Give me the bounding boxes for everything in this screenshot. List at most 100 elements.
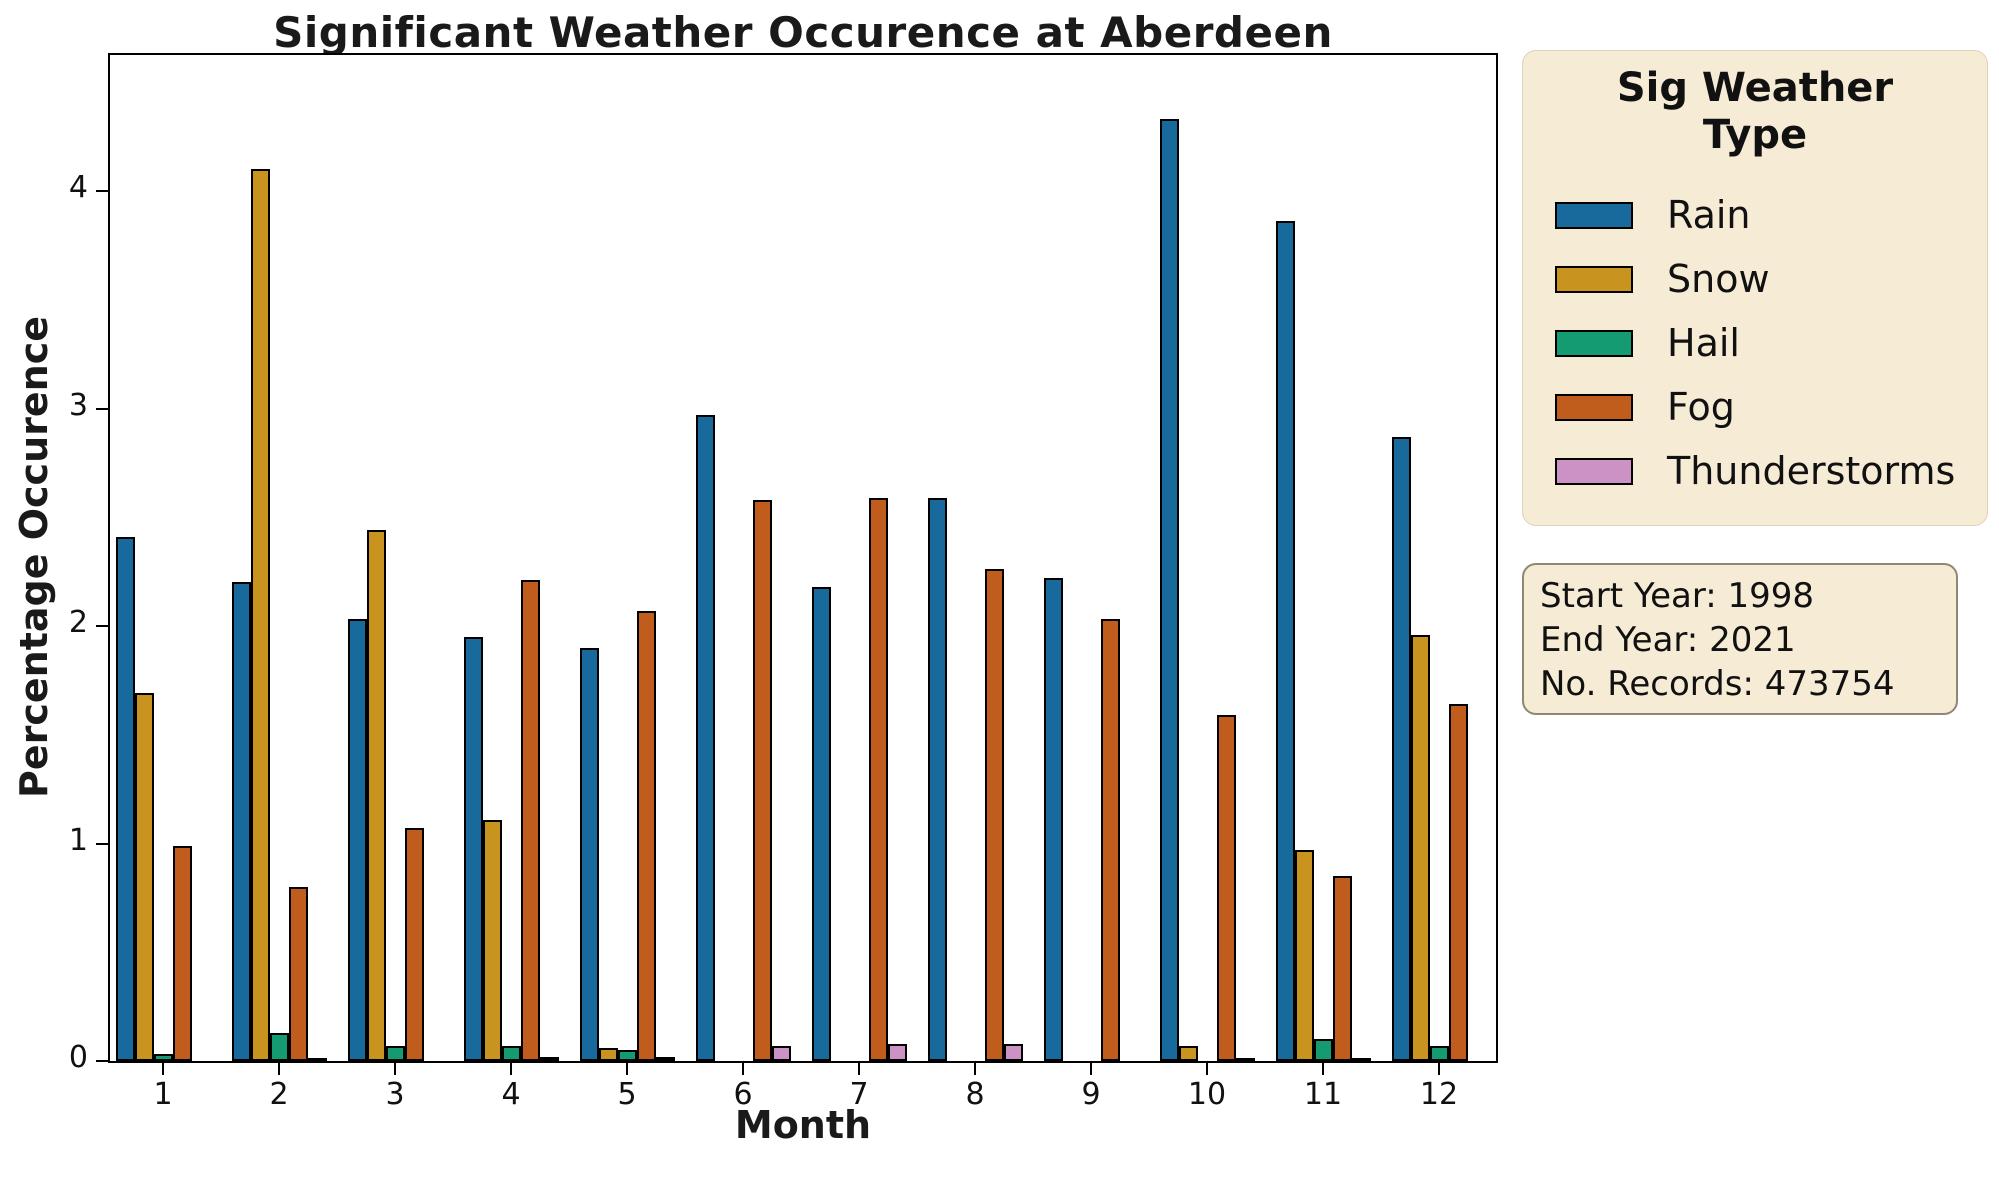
bar-rain-month-11 [1275,221,1295,1061]
bar-rain-month-1 [115,537,135,1061]
bar-fog-month-12 [1448,704,1468,1061]
y-tick-label-3: 3 [68,387,88,423]
x-tick-2 [278,1063,280,1075]
bar-thunderstorms-month-6 [771,1046,791,1061]
y-tick-4 [96,190,108,192]
y-axis-label: Percentage Occurence [12,316,56,798]
bar-fog-month-7 [868,498,888,1061]
legend-title-line2: Type [1702,112,1808,159]
bar-rain-month-9 [1043,578,1063,1061]
x-tick-label-3: 3 [385,1077,405,1112]
x-tick-12 [1438,1063,1440,1075]
legend-item-fog: Fog [1523,375,1987,439]
bar-rain-month-6 [695,415,715,1061]
bar-rain-month-2 [231,582,251,1061]
x-tick-label-11: 11 [1303,1077,1343,1112]
x-tick-label-10: 10 [1187,1077,1227,1112]
legend-title: Sig Weather Type [1523,65,1987,159]
bar-rain-month-10 [1159,119,1179,1061]
bar-hail-month-11 [1313,1039,1333,1061]
bar-rain-month-7 [811,587,831,1061]
x-tick-label-2: 2 [269,1077,289,1112]
legend-swatch-fog [1555,393,1633,421]
x-tick-5 [626,1063,628,1075]
x-tick-label-7: 7 [849,1077,869,1112]
bar-snow-month-4 [482,820,502,1061]
bar-rain-month-8 [927,498,947,1061]
info-line-2: No. Records: 473754 [1540,664,1895,705]
legend-swatch-snow [1555,265,1633,293]
legend-label-fog: Fog [1667,385,1735,430]
y-tick-label-4: 4 [68,170,88,205]
bar-rain-month-3 [347,619,367,1061]
info-line-0: Start Year: 1998 [1540,576,1815,616]
x-tick-label-9: 9 [1081,1077,1101,1112]
x-tick-label-12: 12 [1419,1077,1459,1112]
bar-hail-month-4 [501,1046,521,1061]
bar-hail-month-12 [1429,1046,1449,1061]
bar-fog-month-4 [520,580,540,1061]
info-line-1: End Year: 2021 [1540,620,1796,661]
legend-swatch-hail [1555,329,1633,357]
x-tick-10 [1206,1063,1208,1075]
x-tick-label-4: 4 [501,1077,521,1112]
legend-swatch-thunderstorms [1555,457,1633,485]
bar-fog-month-10 [1216,715,1236,1061]
bar-thunderstorms-month-5 [655,1057,675,1061]
chart-title: Significant Weather Occurence at Aberdee… [273,8,1333,57]
bar-snow-month-11 [1294,850,1314,1061]
x-tick-8 [974,1063,976,1075]
legend-label-rain: Rain [1667,193,1751,238]
bar-fog-month-1 [172,846,192,1061]
bar-snow-month-1 [134,693,154,1061]
bar-thunderstorms-month-2 [307,1058,327,1062]
legend-items: Rain Snow Hail Fog Thunderstorms [1523,183,1987,503]
bar-fog-month-2 [288,887,308,1061]
bar-rain-month-12 [1391,437,1411,1061]
x-axis-label: Month [734,1103,872,1147]
y-tick-label-1: 1 [68,822,88,858]
info-box: Start Year: 1998 End Year: 2021 No. Record… [1522,563,1958,715]
bar-thunderstorms-month-4 [539,1057,559,1061]
bar-rain-month-5 [579,648,599,1061]
bar-fog-month-9 [1100,619,1120,1061]
x-tick-7 [858,1063,860,1075]
legend-title-line1: Sig Weather [1616,65,1894,111]
legend-item-thunderstorms: Thunderstorms [1523,439,1987,503]
bar-snow-month-10 [1178,1046,1198,1061]
y-tick-label-0: 0 [68,1040,88,1075]
bar-fog-month-11 [1332,876,1352,1061]
x-tick-11 [1322,1063,1324,1075]
bar-hail-month-3 [385,1046,405,1061]
x-tick-3 [394,1063,396,1075]
bar-snow-month-5 [598,1048,618,1061]
x-tick-1 [162,1063,164,1075]
legend-label-snow: Snow [1667,257,1770,302]
y-tick-1 [96,842,108,845]
bar-thunderstorms-month-11 [1351,1058,1371,1062]
bar-snow-month-2 [250,169,270,1061]
y-tick-0 [96,1060,108,1062]
x-tick-4 [510,1063,512,1075]
legend-item-hail: Hail [1523,311,1987,375]
bar-snow-month-12 [1410,635,1430,1061]
bar-fog-month-3 [404,828,424,1061]
y-tick-label-2: 2 [68,605,88,640]
x-tick-6 [742,1063,744,1075]
legend-label-hail: Hail [1667,321,1740,366]
x-tick-label-1: 1 [153,1077,173,1112]
bar-rain-month-4 [463,637,483,1061]
legend-item-snow: Snow [1523,247,1987,311]
x-tick-label-5: 5 [617,1077,637,1112]
bar-hail-month-1 [153,1054,173,1061]
bar-snow-month-3 [366,530,386,1061]
bar-thunderstorms-month-10 [1235,1058,1255,1062]
y-tick-2 [96,625,108,627]
x-tick-label-6: 6 [733,1077,753,1112]
bar-fog-month-6 [752,500,772,1061]
x-tick-label-8: 8 [965,1077,985,1112]
legend-label-thunderstorms: Thunderstorms [1667,449,1956,494]
bar-thunderstorms-month-7 [887,1044,907,1061]
plot-area [108,53,1498,1063]
